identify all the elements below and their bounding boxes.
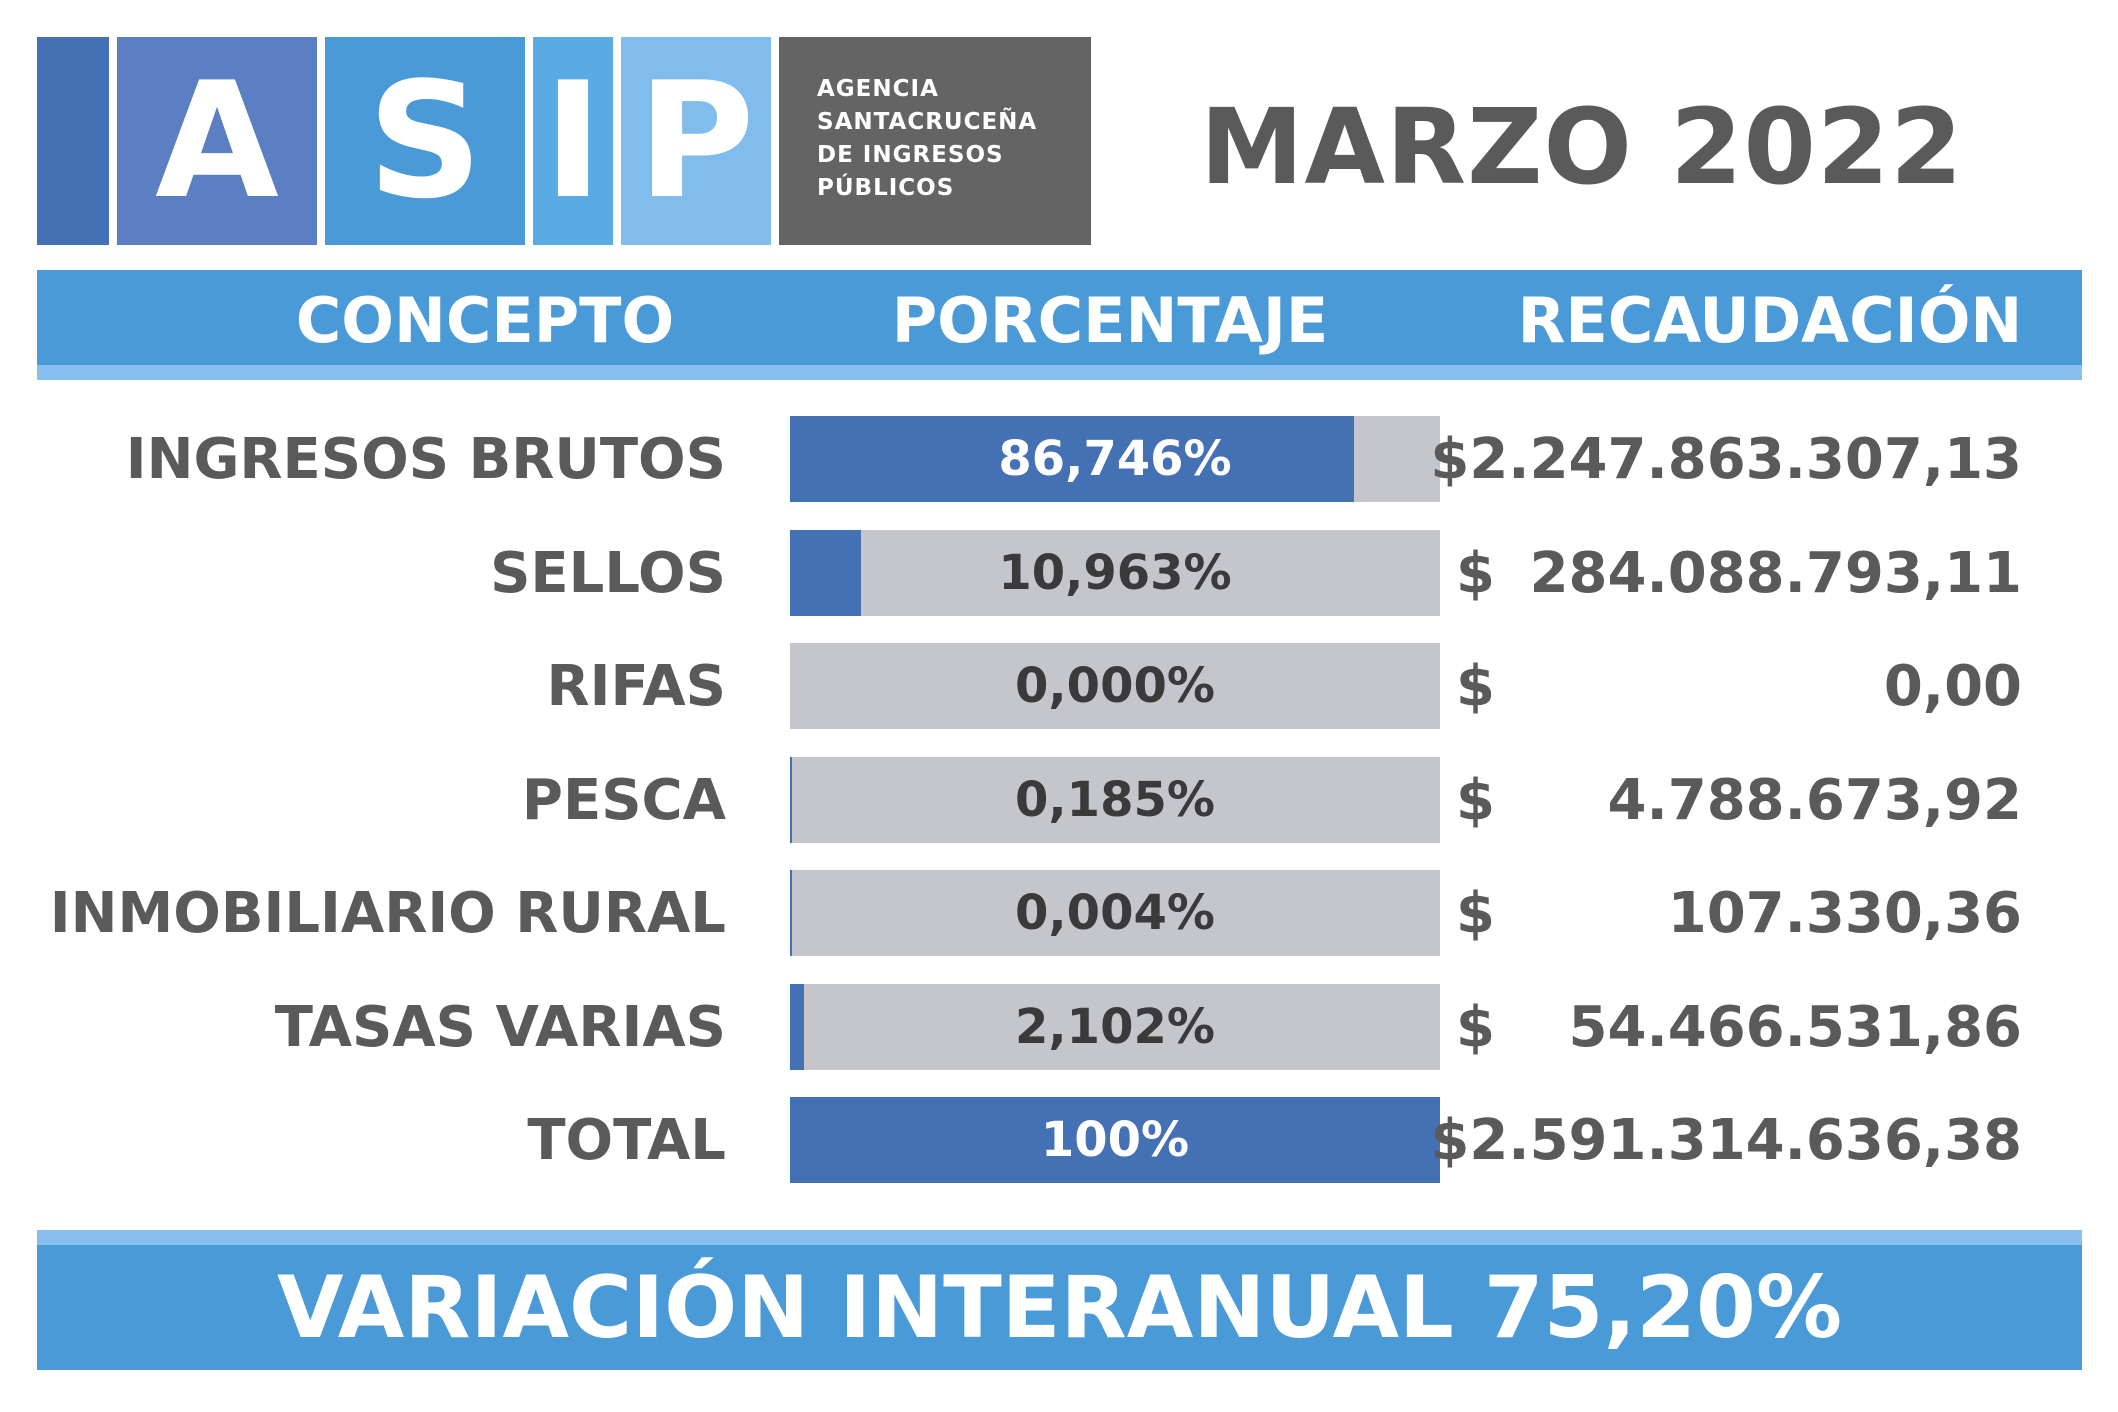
percentage-bar-track: 0,000% [790,643,1440,729]
table-row-total: TOTAL 100% $2.591.314.636,38 [0,1097,2118,1183]
agency-line: AGENCIA [817,76,939,102]
currency-symbol: $ [1456,767,1495,833]
percentage-label: 100% [1040,1112,1190,1168]
column-header-underline [37,365,2082,380]
currency-symbol: $ [1456,994,1495,1060]
amount-value: 284.088.793,11 [1529,540,2022,606]
agency-name: AGENCIA SANTACRUCEÑA DE INGRESOS PÚBLICO… [779,37,1091,245]
logo-letter-i: I [533,37,613,245]
table-row: SELLOS 10,963% $ 284.088.793,11 [0,530,2118,616]
column-header-percentage: PORCENTAJE [891,283,1329,357]
percentage-bar [790,530,862,616]
percentage-bar-track: 0,185% [790,757,1440,843]
amount-value: $2.247.863.307,13 [1430,426,2022,492]
amount-value: 107.330,36 [1667,880,2022,946]
percentage-bar-track: 100% [790,1097,1440,1183]
row-label: SELLOS [490,540,726,606]
row-label: PESCA [521,767,726,833]
row-label: INGRESOS BRUTOS [125,426,726,492]
table-row: TASAS VARIAS 2,102% $ 54.466.531,86 [0,984,2118,1070]
percentage-label: 0,185% [1015,772,1215,828]
row-label: TASAS VARIAS [274,994,726,1060]
period-title: MARZO 2022 [1200,86,1964,208]
logo-accent-strip [37,37,109,245]
percentage-label: 0,000% [1015,658,1215,714]
percentage-bar [790,870,792,956]
table-row: INGRESOS BRUTOS 86,746% $2.247.863.307,1… [0,416,2118,502]
percentage-bar-track: 86,746% [790,416,1440,502]
agency-line: SANTACRUCEÑA [817,109,1038,135]
table-row: INMOBILIARIO RURAL 0,004% $ 107.330,36 [0,870,2118,956]
agency-line: DE INGRESOS [817,142,1004,168]
amount-value: $2.591.314.636,38 [1430,1107,2022,1173]
currency-symbol: $ [1456,540,1495,606]
column-header-band [37,270,2082,365]
agency-line: PÚBLICOS [817,175,955,201]
row-label: TOTAL [527,1107,726,1173]
asip-logo: A S I P AGENCIA SANTACRUCEÑA DE INGRESOS… [37,37,1091,245]
percentage-bar [790,984,804,1070]
currency-symbol: $ [1456,653,1495,719]
percentage-label: 10,963% [998,545,1232,601]
percentage-bar-track: 10,963% [790,530,1440,616]
table-row: RIFAS 0,000% $ 0,00 [0,643,2118,729]
percentage-bar [790,1097,1440,1183]
percentage-bar [790,757,792,843]
column-header-collection: RECAUDACIÓN [1517,283,2023,357]
table-row: PESCA 0,185% $ 4.788.673,92 [0,757,2118,843]
amount-value: 0,00 [1883,653,2022,719]
footer-accent-line [37,1230,2082,1245]
percentage-label: 0,004% [1015,885,1215,941]
column-header-concept: CONCEPTO [295,283,675,357]
percentage-bar-track: 0,004% [790,870,1440,956]
amount-value: 4.788.673,92 [1607,767,2022,833]
row-label: INMOBILIARIO RURAL [49,880,726,946]
currency-symbol: $ [1456,880,1495,946]
percentage-bar [790,416,1354,502]
amount-value: 54.466.531,86 [1568,994,2022,1060]
logo-letter-a: A [117,37,317,245]
row-label: RIFAS [546,653,726,719]
percentage-label: 86,746% [998,431,1232,487]
year-over-year-variation: VARIACIÓN INTERANUAL 75,20% [37,1245,2082,1370]
percentage-label: 2,102% [1015,999,1215,1055]
percentage-bar-track: 2,102% [790,984,1440,1070]
logo-letter-p: P [621,37,771,245]
logo-letter-s: S [325,37,525,245]
